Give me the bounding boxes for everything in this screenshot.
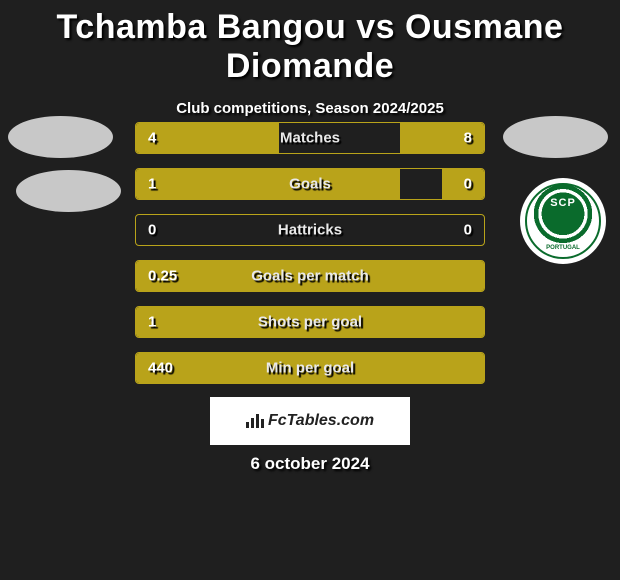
stat-row: 10Goals: [135, 168, 485, 200]
sporting-name: PORTUGAL: [527, 245, 599, 251]
row-label: Goals per match: [136, 268, 484, 285]
page-title: Tchamba Bangou vs Ousmane Diomande: [0, 0, 620, 86]
fctables-watermark: FcTables.com: [210, 397, 410, 445]
player2-club-badge: SCP PORTUGAL: [520, 178, 606, 264]
row-label: Goals: [136, 176, 484, 193]
row-label: Matches: [136, 130, 484, 147]
player1-club-badge-placeholder: [16, 170, 121, 212]
stat-row: 0.25Goals per match: [135, 260, 485, 292]
row-label: Min per goal: [136, 360, 484, 377]
date-label: 6 october 2024: [0, 454, 620, 474]
fctables-label: FcTables.com: [268, 412, 374, 430]
sporting-abbr: SCP: [527, 197, 599, 209]
row-label: Shots per goal: [136, 314, 484, 331]
player2-photo-placeholder: [503, 116, 608, 158]
subtitle: Club competitions, Season 2024/2025: [0, 100, 620, 117]
stat-row: 00Hattricks: [135, 214, 485, 246]
bars-icon: [246, 414, 264, 428]
stat-row: 440Min per goal: [135, 352, 485, 384]
sporting-logo-icon: SCP PORTUGAL: [525, 183, 601, 259]
comparison-rows: 48Matches 10Goals 00Hattricks 0.25Goals per…: [135, 122, 485, 398]
stat-row: 48Matches: [135, 122, 485, 154]
row-label: Hattricks: [136, 222, 484, 239]
player1-photo-placeholder: [8, 116, 113, 158]
stat-row: 1Shots per goal: [135, 306, 485, 338]
